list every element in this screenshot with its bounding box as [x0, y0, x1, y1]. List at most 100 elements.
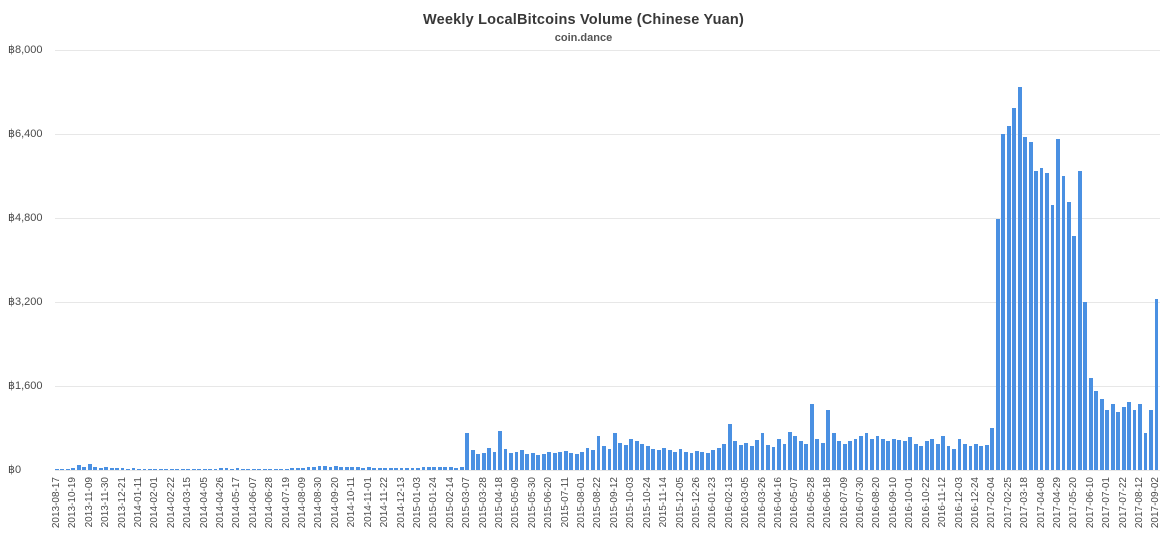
- bar: [1138, 404, 1142, 470]
- x-tick-label: 2015-11-14: [658, 477, 670, 528]
- bar: [585, 447, 590, 470]
- bar: [744, 442, 749, 470]
- bar: [65, 468, 70, 470]
- bar: [377, 467, 382, 470]
- x-tick-label: 2016-05-07: [789, 477, 801, 529]
- bar: [306, 467, 311, 470]
- x-tick-label: 2017-04-08: [1035, 477, 1047, 529]
- x-tick-label: 2017-05-20: [1068, 477, 1080, 529]
- bar: [612, 433, 617, 470]
- bar: [935, 443, 940, 470]
- chart-subtitle: coin.dance: [554, 32, 613, 44]
- x-tick-label: 2014-03-15: [182, 477, 194, 529]
- gridline: [55, 302, 1160, 303]
- gridline: [55, 218, 1160, 219]
- bar: [853, 438, 858, 470]
- bar: [1099, 399, 1104, 470]
- bar: [76, 465, 81, 470]
- bar: [268, 468, 273, 470]
- bar: [312, 466, 316, 470]
- bar: [1088, 378, 1093, 470]
- x-tick-label: 2015-12-05: [674, 477, 686, 529]
- y-tick-label: ฿6,400: [8, 128, 43, 140]
- bar: [55, 469, 59, 470]
- bar: [153, 468, 158, 470]
- bar: [930, 438, 935, 470]
- bar: [164, 468, 169, 470]
- bar: [509, 453, 513, 470]
- bar: [602, 446, 606, 470]
- bar: [191, 469, 196, 470]
- x-tick-label: 2015-03-28: [477, 477, 489, 529]
- bar: [798, 441, 803, 470]
- bar: [503, 449, 508, 470]
- gridline: [55, 386, 1160, 387]
- bar: [733, 441, 738, 470]
- bar: [246, 468, 251, 470]
- bar: [891, 438, 896, 470]
- x-tick-label: 2015-08-01: [576, 477, 588, 529]
- x-tick-label: 2015-08-22: [592, 477, 604, 529]
- bar: [771, 446, 776, 470]
- x-tick-label: 2013-11-09: [83, 477, 95, 528]
- bar: [323, 466, 327, 470]
- x-tick-label: 2014-10-11: [346, 477, 358, 528]
- bar: [115, 468, 119, 470]
- bar: [104, 467, 109, 470]
- bar: [640, 443, 645, 470]
- bar: [1110, 404, 1115, 470]
- bar: [963, 443, 967, 470]
- chart-title: Weekly LocalBitcoins Volume (Chinese Yua…: [422, 12, 745, 28]
- bar: [443, 467, 448, 470]
- x-tick-label: 2016-05-28: [805, 477, 817, 529]
- bar: [169, 468, 174, 470]
- bar: [1017, 86, 1022, 470]
- y-tick-label: ฿8,000: [8, 44, 43, 56]
- bar: [317, 466, 322, 470]
- y-tick-label: ฿4,800: [8, 212, 43, 224]
- bar: [98, 467, 103, 470]
- x-tick-label: 2015-09-12: [608, 477, 620, 529]
- bar: [1105, 409, 1110, 470]
- bar: [738, 444, 743, 470]
- x-tick-label: 2014-08-30: [313, 477, 325, 529]
- bar: [273, 468, 278, 470]
- bar: [968, 446, 973, 470]
- bar: [848, 441, 853, 470]
- bar: [629, 438, 634, 470]
- bar: [394, 468, 398, 470]
- bar: [470, 450, 475, 470]
- bar: [1132, 409, 1137, 470]
- bar: [1121, 407, 1126, 470]
- bar: [257, 468, 262, 470]
- bar: [716, 447, 721, 470]
- bar: [224, 468, 229, 470]
- bar: [700, 452, 705, 470]
- x-tick-label: 2013-11-30: [100, 477, 112, 528]
- bar: [755, 439, 760, 470]
- bar: [695, 451, 699, 470]
- bar: [459, 466, 464, 470]
- bar: [1045, 173, 1049, 470]
- bar: [350, 466, 355, 470]
- bar: [372, 467, 377, 470]
- bar: [410, 467, 415, 470]
- bar: [1127, 401, 1131, 470]
- bar: [219, 468, 223, 470]
- x-tick-label: 2016-03-05: [740, 477, 752, 529]
- y-tick-label: ฿1,600: [8, 380, 43, 392]
- bar: [498, 430, 502, 470]
- x-tick-label: 2015-05-09: [510, 477, 522, 529]
- gridline: [55, 470, 1160, 471]
- bar: [487, 447, 491, 470]
- x-tick-label: 2015-10-03: [625, 477, 637, 529]
- x-tick-label: 2014-11-22: [379, 477, 391, 528]
- bar: [175, 468, 180, 470]
- x-tick-label: 2014-01-11: [132, 477, 144, 528]
- bar: [722, 443, 727, 470]
- x-tick-label: 2014-07-19: [280, 477, 292, 529]
- bar: [1143, 433, 1148, 470]
- bar: [656, 450, 661, 470]
- bar: [1072, 236, 1077, 470]
- x-tick-label: 2016-10-01: [904, 477, 916, 529]
